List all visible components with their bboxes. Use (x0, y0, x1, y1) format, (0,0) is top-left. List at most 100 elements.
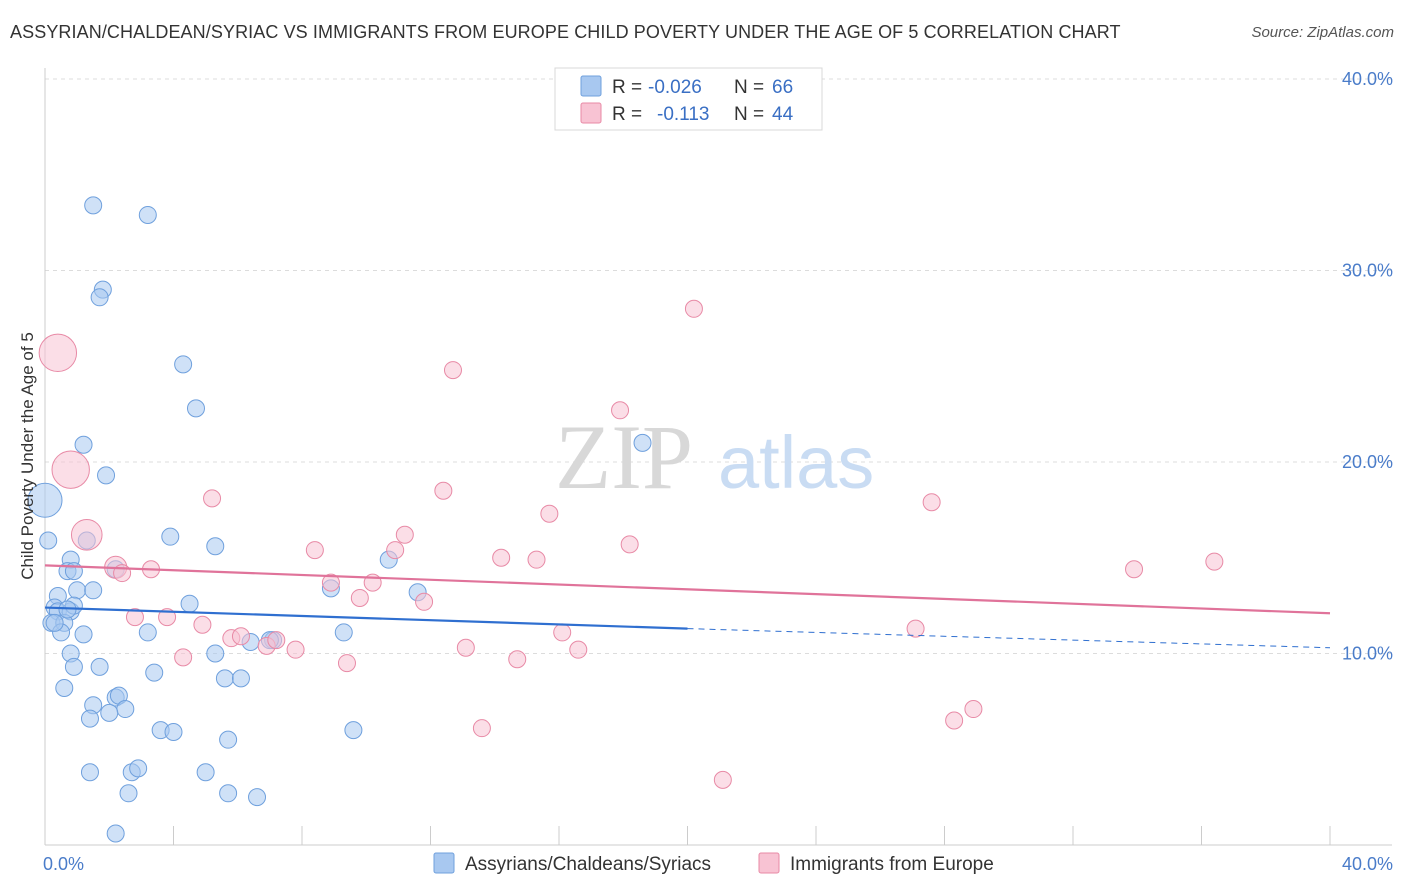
y-tick-label-2: 30.0% (1342, 261, 1393, 281)
point-s1-43 (231, 627, 250, 646)
point-s1-0 (684, 299, 703, 318)
y-tick-label-1: 20.0% (1342, 452, 1393, 472)
point-s1-23 (350, 588, 369, 607)
chart-title: ASSYRIAN/CHALDEAN/SYRIAC VS IMMIGRANTS F… (10, 22, 1121, 42)
trend-line-0 (44, 606, 688, 630)
point-s0-0 (84, 196, 103, 215)
point-s1-21 (321, 573, 340, 592)
y-tick-labels: 10.0% 20.0% 30.0% 40.0% (1342, 69, 1393, 664)
point-s0-7 (633, 433, 652, 452)
grid (45, 78, 1392, 654)
point-s0-45 (55, 678, 74, 697)
point-s1-42 (713, 770, 732, 789)
point-s1-1 (38, 333, 78, 373)
trend-lines (44, 564, 1331, 649)
bottom-legend-swatch-assyrian (433, 852, 455, 874)
point-s1-41 (472, 719, 491, 738)
point-s1-35 (569, 640, 588, 659)
point-s1-8 (540, 504, 559, 523)
point-s1-38 (337, 654, 356, 673)
point-s1-3 (611, 401, 630, 420)
point-s0-19 (68, 581, 87, 600)
point-s0-37 (334, 623, 353, 642)
point-s0-33 (138, 623, 157, 642)
point-s1-39 (945, 711, 964, 730)
point-s0-61 (219, 784, 238, 803)
point-s1-19 (1125, 560, 1144, 579)
point-s1-2 (443, 361, 462, 380)
point-s0-38 (206, 644, 225, 663)
point-s0-54 (344, 721, 363, 740)
point-s1-14 (492, 548, 511, 567)
point-s1-33 (286, 640, 305, 659)
x-tick-label-0: 0.0% (43, 854, 84, 874)
point-s0-12 (161, 527, 180, 546)
point-s0-1 (138, 205, 157, 224)
trend-line-dashed-0 (687, 628, 1331, 649)
point-s0-63 (106, 824, 125, 843)
legend-r-value-1: -0.113 (657, 104, 709, 125)
point-s0-40 (64, 657, 83, 676)
point-s0-53 (164, 723, 183, 742)
point-s1-7 (922, 493, 941, 512)
point-s0-55 (219, 730, 238, 749)
trend-line-1 (44, 564, 1331, 615)
point-s0-8 (97, 466, 116, 485)
y-axis-label: Child Poverty Under the Age of 5 (18, 332, 37, 580)
point-s0-10 (39, 531, 58, 550)
point-s1-13 (386, 541, 405, 560)
point-s0-4 (174, 355, 193, 374)
correlation-legend: R = -0.026 N = 66 R = -0.113 N = 44 (554, 67, 823, 131)
point-s0-49 (116, 700, 135, 719)
bottom-legend-label-assyrian: Assyrians/Chaldeans/Syriacs (465, 854, 711, 875)
axes (44, 68, 1392, 846)
point-s0-13 (206, 537, 225, 556)
point-s0-20 (84, 581, 103, 600)
point-s0-41 (90, 657, 109, 676)
legend-r-label-1: R = (612, 104, 642, 125)
point-s0-51 (80, 709, 99, 728)
point-s1-9 (70, 518, 103, 551)
point-s1-15 (527, 550, 546, 569)
x-tick-label-1: 40.0% (1342, 854, 1393, 874)
series-legend: Assyrians/Chaldeans/Syriacs Immigrants f… (433, 852, 994, 875)
point-s1-32 (267, 631, 286, 650)
watermark: ZIP atlas (555, 406, 874, 508)
point-s1-26 (158, 608, 177, 627)
point-s1-10 (395, 525, 414, 544)
y-tick-label-3: 40.0% (1342, 69, 1393, 89)
y-tick-label-0: 10.0% (1342, 644, 1393, 664)
point-s0-62 (248, 788, 267, 807)
point-s0-59 (196, 763, 215, 782)
point-s1-37 (508, 650, 527, 669)
legend-n-value-0: 66 (772, 77, 793, 98)
point-s0-58 (129, 759, 148, 778)
point-s1-11 (620, 535, 639, 554)
point-s1-5 (434, 481, 453, 500)
legend-swatch-europe (580, 102, 602, 124)
legend-n-label-1: N = (734, 104, 764, 125)
point-s0-3 (90, 288, 109, 307)
point-s0-6 (74, 435, 93, 454)
point-s1-20 (1205, 552, 1224, 571)
point-s1-6 (203, 489, 222, 508)
point-s1-24 (415, 592, 434, 611)
x-tick-labels: 0.0% 40.0% (43, 854, 1393, 874)
point-s1-29 (553, 623, 572, 642)
point-s0-44 (231, 669, 250, 688)
legend-n-label-0: N = (734, 77, 764, 98)
point-s1-28 (906, 619, 925, 638)
point-s0-60 (119, 784, 138, 803)
point-s0-28 (180, 594, 199, 613)
point-s0-50 (100, 703, 119, 722)
legend-swatch-assyrian (580, 75, 602, 97)
watermark-atlas: atlas (718, 421, 874, 504)
bottom-legend-label-europe: Immigrants from Europe (790, 854, 994, 875)
point-s1-27 (193, 615, 212, 634)
point-s1-34 (456, 638, 475, 657)
point-s0-42 (145, 663, 164, 682)
point-s0-5 (186, 399, 205, 418)
point-s0-43 (215, 669, 234, 688)
point-s1-36 (174, 648, 193, 667)
